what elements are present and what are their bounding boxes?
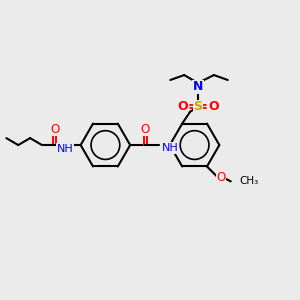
Text: O: O	[216, 171, 226, 184]
Text: NH: NH	[56, 144, 73, 154]
Text: N: N	[193, 80, 203, 93]
Text: O: O	[50, 123, 59, 136]
Text: CH₃: CH₃	[240, 176, 259, 186]
Text: O: O	[177, 100, 188, 113]
Text: S: S	[194, 100, 202, 113]
Text: O: O	[140, 123, 150, 136]
Text: O: O	[208, 100, 219, 113]
Text: NH: NH	[162, 143, 178, 153]
